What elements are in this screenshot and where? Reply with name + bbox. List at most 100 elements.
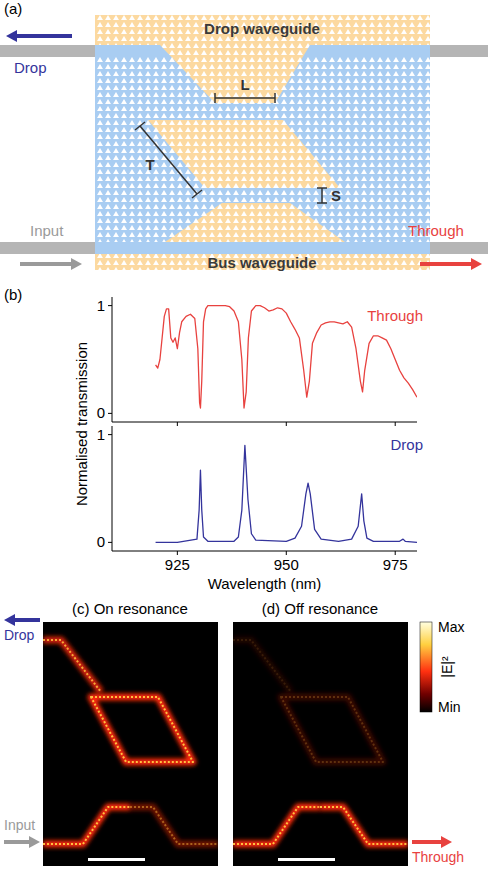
y-axis-title: Normalised transmission bbox=[73, 342, 90, 506]
field-glow bbox=[320, 807, 408, 844]
field-glow bbox=[281, 697, 383, 762]
input-arrow-head bbox=[29, 836, 40, 848]
x-tick-label: 925 bbox=[165, 556, 190, 573]
field-glow bbox=[43, 640, 101, 692]
ring bbox=[148, 120, 340, 188]
drop-arrow-head bbox=[4, 614, 15, 626]
label: S bbox=[331, 187, 341, 204]
y-tick-label: 1 bbox=[97, 297, 105, 314]
port-label: Input bbox=[4, 817, 35, 833]
port-label: Through bbox=[408, 222, 464, 239]
grey-waveguide bbox=[0, 242, 100, 254]
field-core bbox=[43, 807, 130, 844]
through-arrow-head bbox=[441, 836, 452, 848]
x-tick bbox=[177, 551, 178, 555]
port-label: Drop bbox=[14, 59, 47, 76]
field-core bbox=[91, 697, 193, 762]
field bbox=[233, 640, 408, 844]
y-tick-label: 0 bbox=[97, 404, 105, 421]
label: Drop waveguide bbox=[204, 20, 320, 37]
y-tick bbox=[108, 305, 112, 306]
colorbar-title: |E|² bbox=[439, 656, 455, 678]
scale-bar bbox=[278, 858, 335, 861]
field bbox=[43, 640, 218, 844]
figure: (a)Drop waveguideBus waveguideLTSDropInp… bbox=[0, 0, 488, 873]
field-core bbox=[320, 807, 408, 844]
drop-taper bbox=[160, 45, 310, 103]
bus-region bbox=[95, 254, 430, 270]
through-arrow bbox=[420, 262, 473, 266]
grey-waveguide bbox=[0, 45, 100, 57]
through-arrow bbox=[412, 840, 443, 844]
input-arrow bbox=[20, 262, 73, 266]
field-core bbox=[43, 640, 101, 692]
grey-waveguide bbox=[425, 45, 488, 57]
colorbar-label: Min bbox=[438, 699, 461, 715]
dimension bbox=[135, 122, 145, 130]
input-arrow-head bbox=[71, 258, 82, 270]
colorbar-label: Max bbox=[438, 619, 464, 635]
field-core bbox=[281, 697, 383, 762]
grey-waveguide bbox=[425, 242, 488, 254]
y-tick-label: 0 bbox=[97, 533, 105, 550]
series-label: Through bbox=[367, 307, 423, 324]
field-glow bbox=[43, 807, 130, 844]
bus-waveguide-core bbox=[95, 242, 430, 254]
dimension bbox=[214, 93, 216, 103]
x-tick-label: 950 bbox=[274, 556, 299, 573]
scale-bar bbox=[88, 858, 145, 861]
y-tick bbox=[108, 434, 112, 435]
x-axis-title: Wavelength (nm) bbox=[208, 575, 322, 592]
drop-arrow bbox=[15, 34, 72, 38]
drop-arrow bbox=[13, 618, 40, 622]
field-glow bbox=[233, 640, 291, 692]
y-axis bbox=[112, 297, 113, 422]
field-glow bbox=[91, 697, 193, 762]
port-label: Input bbox=[30, 222, 64, 239]
panel-letter: (b) bbox=[4, 286, 22, 303]
x-tick bbox=[395, 422, 396, 426]
dimension bbox=[140, 126, 197, 194]
port-label: Through bbox=[412, 849, 464, 865]
field-glow bbox=[233, 807, 320, 844]
dimension bbox=[317, 187, 327, 189]
y-tick bbox=[108, 413, 112, 414]
dimension bbox=[274, 93, 276, 103]
field-core bbox=[130, 807, 218, 844]
port-label: Drop bbox=[4, 627, 35, 643]
drop-region bbox=[95, 15, 430, 45]
through-arrow-head bbox=[471, 258, 482, 270]
panel-title: (c) On resonance bbox=[72, 600, 188, 617]
panel-title: (d) Off resonance bbox=[262, 600, 378, 617]
x-tick-label: 975 bbox=[383, 556, 408, 573]
field-map bbox=[43, 622, 218, 866]
x-axis bbox=[112, 422, 417, 423]
dimension bbox=[317, 202, 327, 204]
photonic-crystal bbox=[95, 15, 430, 270]
x-tick bbox=[286, 422, 287, 426]
bus-taper bbox=[165, 203, 345, 242]
y-tick bbox=[108, 542, 112, 543]
dimension bbox=[321, 188, 323, 203]
x-tick bbox=[177, 422, 178, 426]
x-tick bbox=[395, 551, 396, 555]
drop-arrow-head bbox=[6, 30, 17, 42]
x-tick bbox=[286, 551, 287, 555]
plot-area bbox=[156, 445, 417, 542]
field-core bbox=[233, 640, 291, 692]
input-arrow bbox=[4, 840, 31, 844]
series-line bbox=[156, 445, 417, 542]
series-label: Drop bbox=[390, 436, 423, 453]
field-inner bbox=[43, 640, 218, 844]
field-core bbox=[233, 807, 320, 844]
field-glow bbox=[130, 807, 218, 844]
x-axis bbox=[112, 551, 417, 552]
y-axis bbox=[112, 426, 113, 551]
colorbar bbox=[420, 622, 432, 712]
panel-letter: (a) bbox=[4, 0, 22, 17]
dimension bbox=[192, 190, 202, 198]
dimension bbox=[215, 97, 275, 99]
label: L bbox=[240, 76, 249, 93]
field-inner bbox=[233, 640, 408, 844]
label: T bbox=[145, 156, 154, 173]
